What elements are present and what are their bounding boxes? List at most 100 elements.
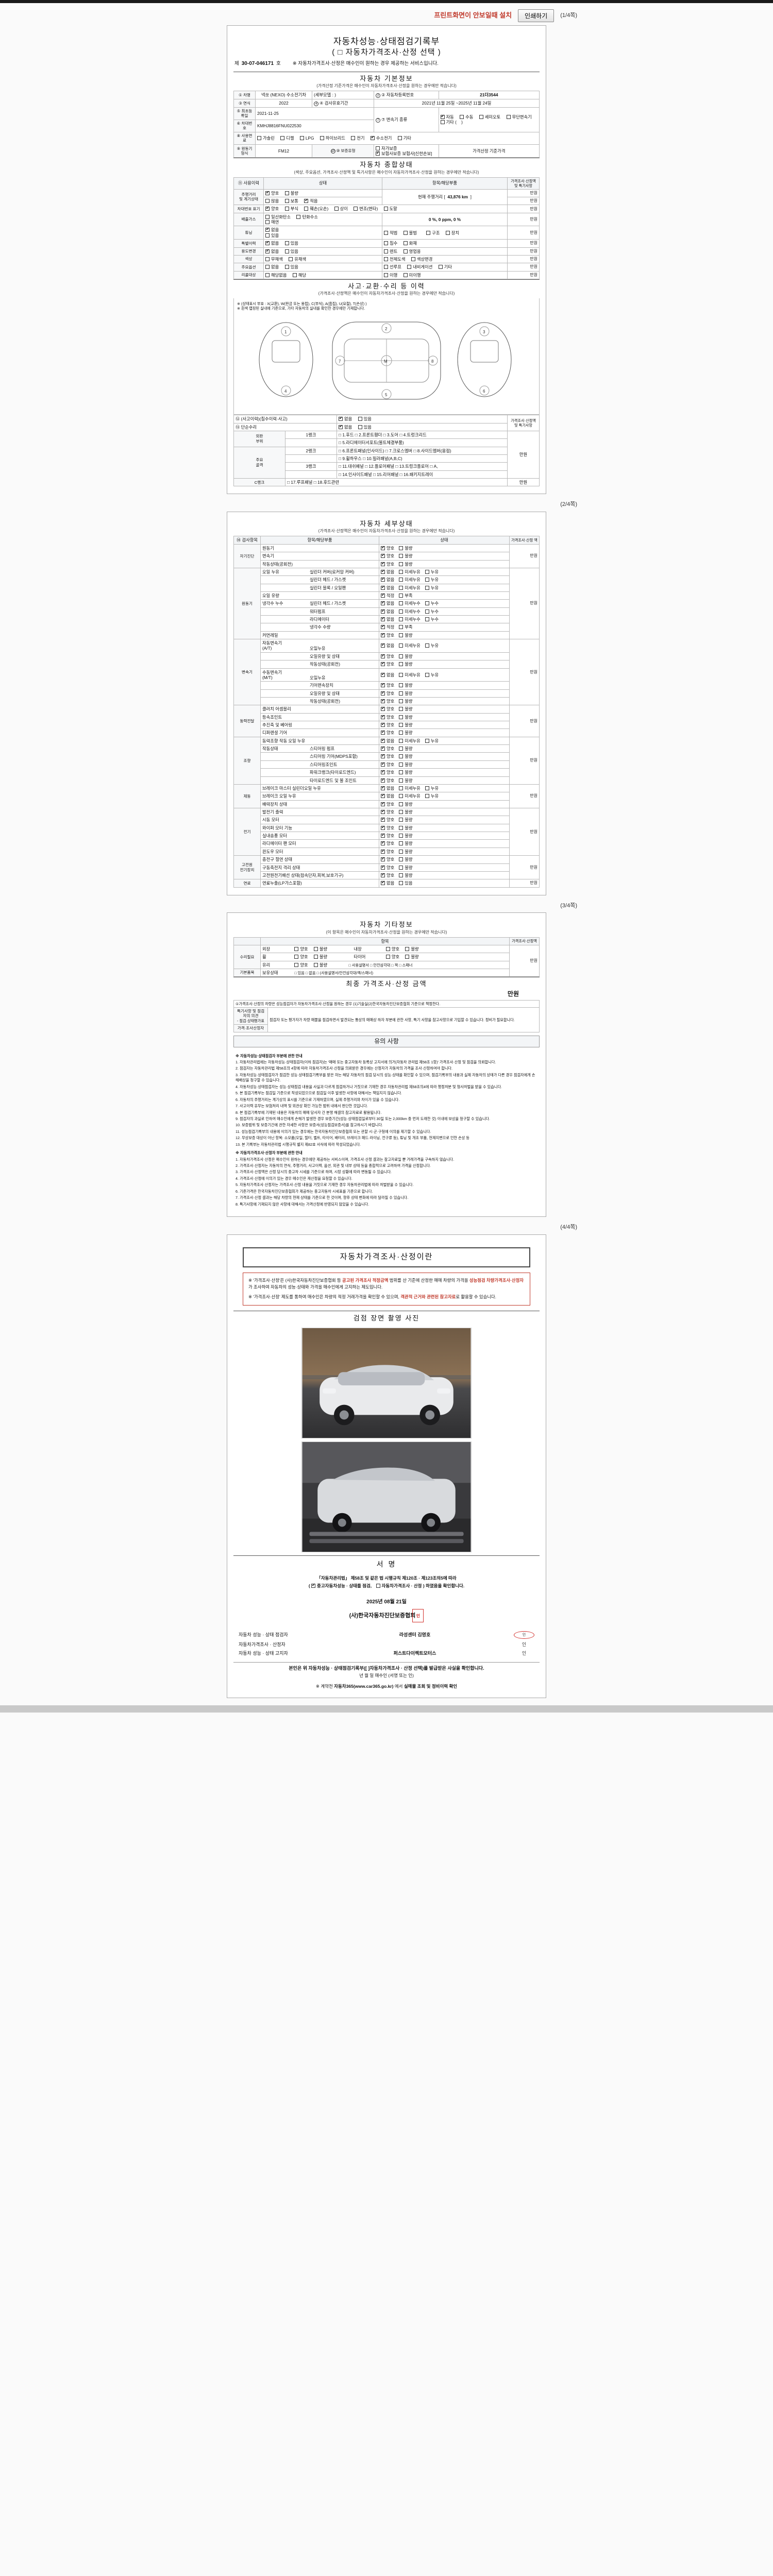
opt-navigation[interactable]: 내비게이션 <box>407 264 432 269</box>
opt-불량[interactable]: 불량 <box>399 553 413 558</box>
opt-불량[interactable]: 불량 <box>399 778 413 783</box>
opt-누유[interactable]: 누유 <box>425 569 439 574</box>
opt-불량[interactable]: 불량 <box>399 699 413 704</box>
repair-wheel-row[interactable]: 휠 양호 불량 타이어 양호 불량 <box>260 953 510 961</box>
opt-few[interactable]: 적음 <box>304 198 317 204</box>
opt-불량[interactable]: 불량 <box>399 706 413 711</box>
opt-불량[interactable]: 불량 <box>399 825 413 831</box>
opt-불량[interactable]: 불량 <box>399 802 413 807</box>
opt-불량[interactable]: 불량 <box>399 865 413 870</box>
repair-glass-row[interactable]: 유리 양호 불량 □ 사용설명서 □ 안전삼각대 □ 잭 □ 스패너 <box>260 960 510 970</box>
usechange-exists[interactable]: 없음 있음 <box>263 247 382 256</box>
opt-양호[interactable]: 양호 <box>381 745 394 751</box>
opt-gasoline[interactable]: 가솔린 <box>257 135 275 141</box>
opt-누유[interactable]: 누유 <box>425 786 439 791</box>
detail-state-options[interactable]: 없음 미세누수 누수 <box>379 599 510 608</box>
accident-history-options[interactable]: 없음 있음 <box>337 415 508 423</box>
opt-good[interactable]: 양호 <box>265 190 279 196</box>
opt-불량[interactable]: 불량 <box>399 770 413 775</box>
opt-누수[interactable]: 누수 <box>425 609 439 614</box>
opt-없음[interactable]: 없음 <box>381 793 394 799</box>
opt-양호[interactable]: 양호 <box>381 722 394 727</box>
recall-target[interactable]: 해당없음 해당 <box>263 270 382 279</box>
detail-state-options[interactable]: 양호 불량 <box>379 776 510 785</box>
opt-미세누유[interactable]: 미세누유 <box>399 793 421 799</box>
opt-누유[interactable]: 누유 <box>425 672 439 677</box>
opt-chromatic[interactable]: 유채색 <box>289 257 306 262</box>
opt-legal[interactable]: 적법 <box>384 230 397 235</box>
opt-flood[interactable]: 침수 <box>384 241 397 246</box>
detail-state-options[interactable]: 없음 미세누유 누유 <box>379 784 510 793</box>
opt-양호[interactable]: 양호 <box>381 825 394 831</box>
opt-양호[interactable]: 양호 <box>381 653 394 659</box>
opt-cvt[interactable]: 무단변속기 <box>506 114 532 120</box>
opt-not-applicable[interactable]: 해당없음 <box>265 273 287 278</box>
opt-양호[interactable]: 양호 <box>381 661 394 667</box>
opt-불량[interactable]: 불량 <box>399 817 413 822</box>
opt-누유[interactable]: 누유 <box>425 793 439 799</box>
opt-없음[interactable]: 없음 <box>381 577 394 582</box>
detail-state-options[interactable]: 양호 불량 <box>379 689 510 698</box>
opt-양호[interactable]: 양호 <box>381 690 394 696</box>
detail-state-options[interactable]: 없음 미세누유 누유 <box>379 668 510 682</box>
opt-불량[interactable]: 불량 <box>399 730 413 735</box>
options-type[interactable]: 선루프 내비게이션 기타 <box>382 263 508 272</box>
opt-manual[interactable]: 수동 <box>460 114 473 120</box>
opt-color-change[interactable]: 색상변경 <box>411 257 432 262</box>
opt-exists[interactable]: 있음 <box>358 416 372 421</box>
rank-c-items[interactable]: □ 17.루프패널 □ 18.후드관련 <box>285 478 508 487</box>
opt-불량[interactable]: 불량 <box>399 654 413 659</box>
opt-불량[interactable]: 불량 <box>399 562 413 567</box>
opt-etc[interactable]: 기타 <box>438 264 452 269</box>
opt-양호[interactable]: 양호 <box>381 777 394 783</box>
detail-state-options[interactable]: 양호 불량 <box>379 839 510 848</box>
opt-양호[interactable]: 양호 <box>381 856 394 862</box>
opt-없음[interactable]: 없음 <box>381 600 394 606</box>
detail-state-options[interactable]: 양호 불량 <box>379 863 510 872</box>
opt-exists[interactable]: 있음 <box>284 249 298 254</box>
rank-1b-items[interactable]: □ 5.라디에이터서포트(볼트체결부품) <box>337 438 508 447</box>
opt-양호[interactable]: 양호 <box>381 553 394 558</box>
warranty-options[interactable]: 자가보증 보험사보증 보험사[신한손보] <box>374 144 439 158</box>
detail-state-options[interactable]: 양호 불량 <box>379 847 510 856</box>
opt-양호[interactable]: 양호 <box>381 872 394 878</box>
opt-누유[interactable]: 누유 <box>425 643 439 648</box>
opt-없음[interactable]: 없음 <box>381 569 394 574</box>
opt-없음[interactable]: 없음 <box>381 738 394 743</box>
opt-양호[interactable]: 양호 <box>381 761 394 767</box>
opt-미세누유[interactable]: 미세누유 <box>399 738 421 743</box>
opt-bad2[interactable]: 불량 <box>405 946 419 952</box>
opt-bad2[interactable]: 불량 <box>405 954 419 959</box>
detail-state-options[interactable]: 없음 미세누유 누유 <box>379 575 510 584</box>
opt-없음[interactable]: 없음 <box>381 672 394 677</box>
opt-불량[interactable]: 불량 <box>399 715 413 720</box>
detail-state-options[interactable]: 양호 불량 <box>379 752 510 761</box>
opt-good2[interactable]: 양호 <box>385 954 399 959</box>
rank-1-items[interactable]: □ 1.후드 □ 2.프론트휀더 □ 3.도어 □ 4.트렁크리드 <box>337 430 508 439</box>
detail-state-options[interactable]: 양호 불량 <box>379 560 510 568</box>
opt-auto[interactable]: 자동 <box>440 114 454 120</box>
detail-state-options[interactable]: 양호 불량 <box>379 823 510 833</box>
opt-none[interactable]: 없음 <box>265 248 279 254</box>
opt-none[interactable]: 없음 <box>265 264 279 269</box>
color-change[interactable]: 전체도색 색상변경 <box>382 255 508 264</box>
opt-미세누유[interactable]: 미세누유 <box>399 643 421 648</box>
detail-state-options[interactable]: 없음 미세누유 누유 <box>379 583 510 592</box>
detail-state-options[interactable]: 없음 미세누유 누유 <box>379 792 510 801</box>
opt-불량[interactable]: 불량 <box>399 746 413 751</box>
opt-illegal[interactable]: 불법 <box>403 230 417 235</box>
opt-누유[interactable]: 누유 <box>425 577 439 582</box>
rank-3-items[interactable]: □ 11.대쉬패널 □ 12.플로어패널 □ 13.트렁크플로어 □ A, <box>337 462 508 471</box>
basic-items-row[interactable]: 보유상태 □ 있음 □ 없음 □ (사용설명서/안전삼각대/잭/스패너) <box>260 969 510 977</box>
simple-repair-options[interactable]: 없음 있음 <box>337 422 508 431</box>
detail-state-options[interactable]: 없음 미세누수 누수 <box>379 607 510 616</box>
opt-양호[interactable]: 양호 <box>381 801 394 807</box>
fuel-options[interactable]: 가솔린 디젤 LPG 하이브리드 전기 수소전기 기타 <box>255 131 540 145</box>
opt-good[interactable]: 양호 <box>294 954 308 959</box>
opt-lpg[interactable]: LPG <box>299 135 314 141</box>
opt-bad[interactable]: 불량 <box>284 191 298 196</box>
opt-양호[interactable]: 양호 <box>381 753 394 759</box>
opt-불량[interactable]: 불량 <box>399 849 413 854</box>
opt-없음[interactable]: 없음 <box>381 785 394 791</box>
opt-양호[interactable]: 양호 <box>381 561 394 567</box>
